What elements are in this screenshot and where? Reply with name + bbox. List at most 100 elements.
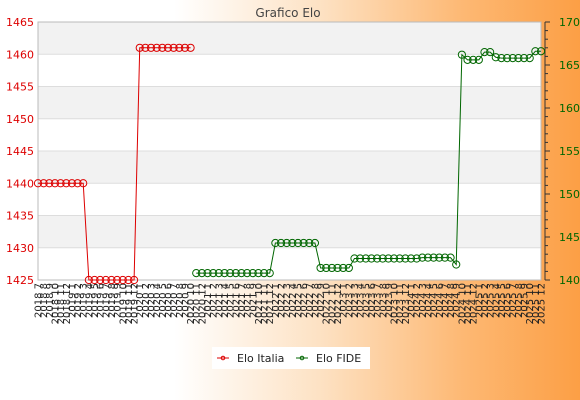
data-point [486,48,495,57]
x-tick-label: 2018 8 [39,283,50,318]
data-point [237,269,246,278]
x-tick-label: 2024 1 [407,283,418,318]
x-tick-label: 2021 4 [220,283,231,318]
data-point [163,43,173,52]
data-point [118,275,127,285]
x-tick-label: 2025 3 [486,283,497,318]
data-point [514,54,523,63]
x-tick-label: 2022 6 [299,283,310,318]
x-tick-label: 2023 6 [367,283,378,318]
legend-label: Elo FIDE [316,352,361,365]
data-point [440,253,450,262]
y-left-tick-label: 1440 [6,177,34,190]
data-point [186,43,195,52]
y-left-tick-label: 1455 [6,81,34,94]
series-elo-fide [192,47,546,278]
data-point [469,55,478,64]
x-tick-label: 2020 6 [163,283,174,318]
x-tick-label: 2021 1 [203,283,214,318]
x-tick-label: 2024 7 [440,283,451,318]
y-axis-left: 1425 1430 1435 1440 1445 1450 1455 1460 1465 [6,16,34,287]
data-point [310,238,320,248]
plot-border [37,21,542,281]
data-point [446,253,455,262]
data-point [180,43,190,52]
data-point [406,254,416,263]
x-tick-label: 2021 10 [254,283,265,324]
x-tick-label: 2024 9 [452,283,463,318]
data-point [491,53,500,62]
grid-band [38,86,541,119]
legend-item: Elo FIDE [296,352,361,365]
y-right-tick-label: 1450 [559,231,580,244]
data-point [90,275,99,285]
x-tick-label: 2019 6 [96,283,107,318]
x-tick-label: 2019 5 [90,283,101,318]
y-left-tick-label: 1460 [6,48,34,61]
x-tick-label: 2021 8 [243,283,254,318]
x-tick-label: 2021 7 [237,283,248,318]
x-tick-label: 2023 8 [378,283,389,318]
y-right-tick-label: 1700 [559,16,580,29]
data-point [56,179,65,188]
x-tick-label: 2020 4 [152,283,163,318]
data-point [175,43,184,52]
data-point [39,179,48,188]
data-point [350,254,359,263]
data-point [50,179,60,188]
x-tick-label: 2020 8 [175,283,186,318]
data-point [429,253,438,262]
x-tick-label: 2023 12 [401,283,412,324]
y-left-tick-label: 1465 [6,16,34,29]
x-tick-label: 2025 9 [520,283,531,318]
x-tick-label: 2023 4 [356,283,367,318]
x-tick-label: 2025 4 [491,283,502,318]
data-point [435,253,444,262]
data-point [401,254,410,263]
data-point [367,254,376,263]
data-point [62,179,71,188]
x-tick-label: 2021 9 [248,283,259,318]
data-point [135,43,144,52]
y-left-tick-label: 1450 [6,113,34,126]
x-tick-label: 2023 11 [395,283,406,324]
x-tick-label: 2019 12 [130,283,141,324]
x-tick-label: 2022 3 [282,283,293,318]
data-point [107,275,116,285]
x-tick-label: 2025 5 [497,283,508,318]
data-point [463,55,472,64]
x-tick-label: 2020 9 [180,283,191,318]
x-tick-label: 2024 8 [446,283,457,318]
x-tick-label: 2018 12 [62,283,73,324]
data-point [192,269,201,278]
data-point [220,269,229,278]
legend-marker [299,355,305,361]
series-line [38,47,191,281]
x-tick-label: 2024 5 [429,283,440,318]
data-point [146,43,156,52]
data-point [305,238,314,248]
y-right-tick-label: 1600 [559,102,580,115]
y-left-tick-label: 1430 [6,242,34,255]
x-tick-label: 2018 9 [45,283,56,318]
legend-item: Elo Italia [217,352,284,365]
data-point [226,269,235,278]
x-tick-label: 2024 3 [418,283,429,318]
data-point [531,47,540,56]
x-tick-label: 2019 3 [79,283,90,318]
x-tick-label: 2023 1 [339,283,350,318]
data-point [316,263,325,273]
y-right-tick-label: 1550 [559,145,580,158]
x-tick-label: 2022 11 [327,283,338,324]
data-point [519,54,529,63]
x-tick-label: 2022 4 [288,283,299,318]
x-tick-label: 2019 9 [113,283,124,318]
data-point [259,269,269,278]
x-tick-label: 2019 4 [84,283,95,318]
data-point [389,254,399,263]
data-point [356,254,365,263]
y-right-tick-label: 1500 [559,188,580,201]
data-point [457,50,466,59]
x-tick-label: 2024 10 [457,283,468,324]
data-point [502,54,512,63]
